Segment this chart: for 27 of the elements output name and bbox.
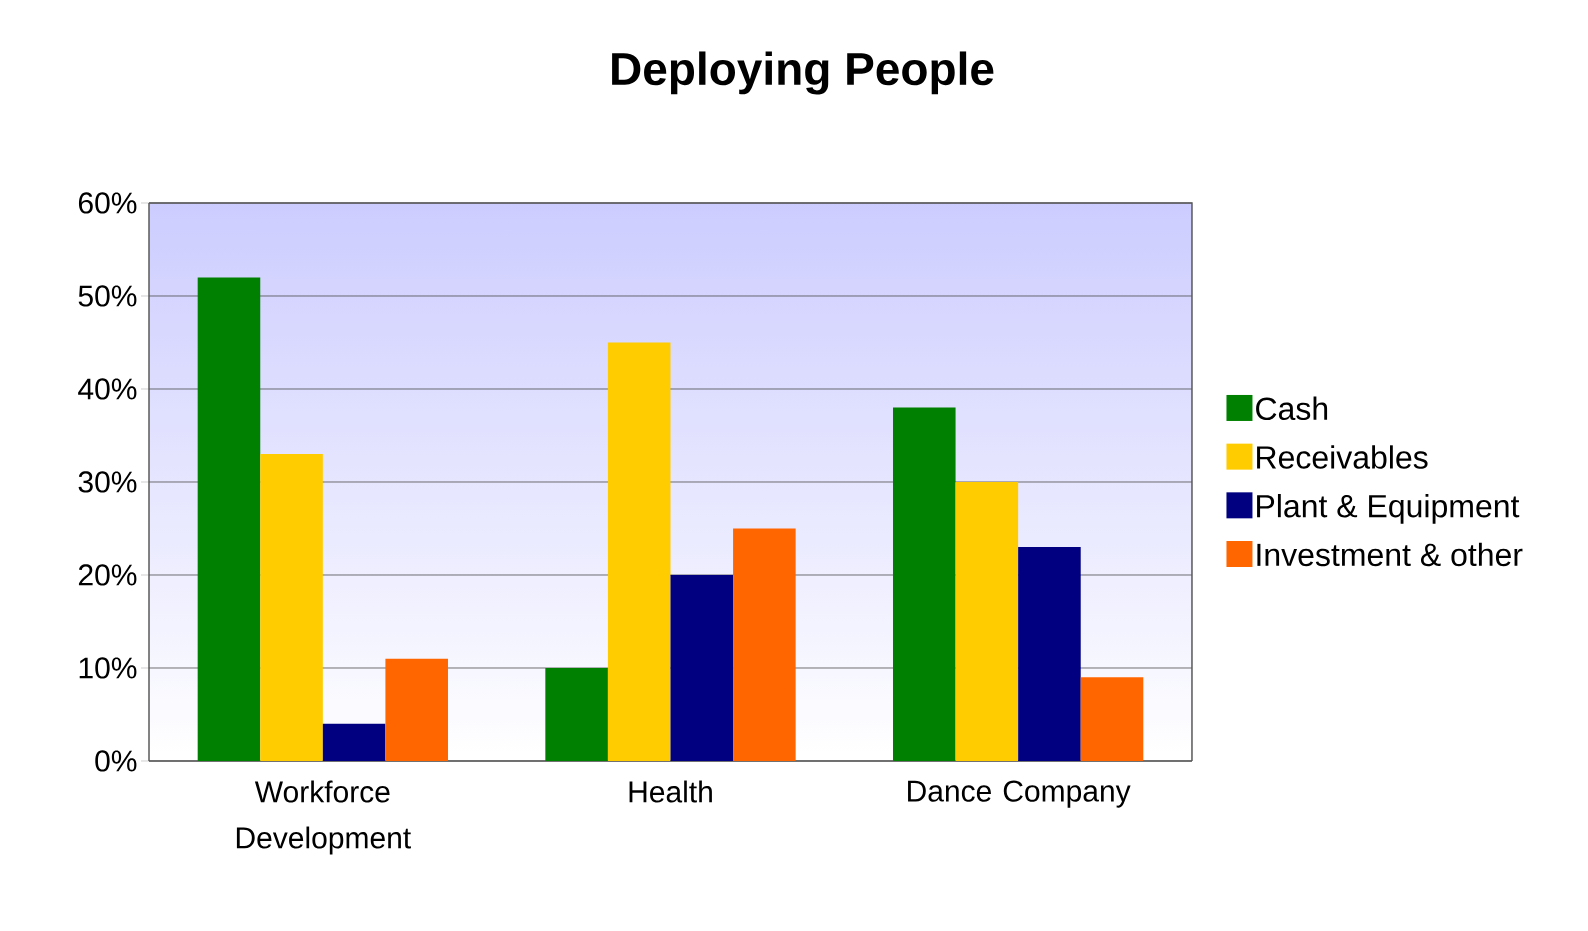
- bar: [197, 277, 261, 761]
- bar: [322, 723, 386, 761]
- y-tick-label: 10%: [79, 657, 137, 679]
- legend-label: Cash: [1256, 396, 1328, 421]
- bar: [670, 574, 734, 761]
- y-tick-label: 20%: [78, 564, 137, 586]
- bar: [892, 407, 956, 761]
- y-tick-label: 60%: [78, 192, 137, 214]
- legend-label: Investment & other: [1257, 542, 1523, 567]
- y-tick-label: 0%: [95, 750, 137, 772]
- bar: [607, 342, 671, 761]
- bar: [545, 667, 608, 761]
- x-tick-label: Dance Company: [908, 780, 1131, 808]
- y-tick-label: 30%: [78, 471, 137, 493]
- bar: [1018, 547, 1081, 761]
- legend-label: Receivables: [1257, 445, 1428, 469]
- bar: [1080, 677, 1144, 761]
- x-tick-label: Health: [629, 780, 712, 803]
- y-tick-label: 50%: [78, 285, 137, 307]
- bar: [385, 658, 448, 761]
- bar: [733, 528, 796, 761]
- chart-title: Deploying People: [612, 51, 994, 95]
- bar: [260, 454, 323, 761]
- legend-label: Plant & Equipment: [1257, 494, 1520, 524]
- x-tick-label: Workforce Development: [236, 780, 411, 855]
- bar: [955, 481, 1019, 761]
- y-tick-label: 40%: [78, 378, 137, 400]
